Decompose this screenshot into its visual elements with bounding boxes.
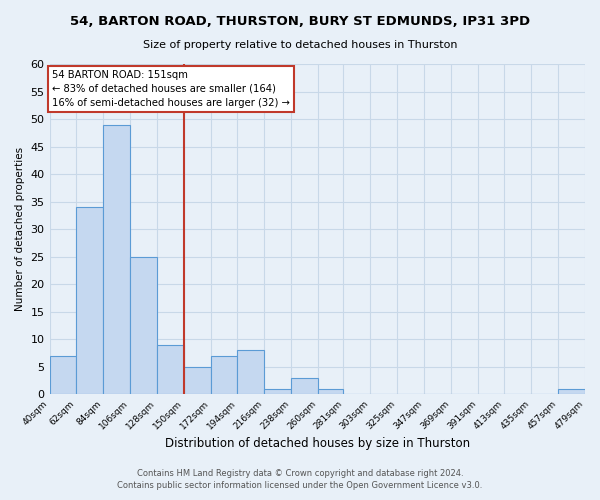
Bar [291, 378, 318, 394]
Bar [318, 389, 343, 394]
Bar [76, 207, 103, 394]
Text: Size of property relative to detached houses in Thurston: Size of property relative to detached ho… [143, 40, 457, 50]
Text: 54 BARTON ROAD: 151sqm
← 83% of detached houses are smaller (164)
16% of semi-de: 54 BARTON ROAD: 151sqm ← 83% of detached… [52, 70, 290, 108]
Text: Contains HM Land Registry data © Crown copyright and database right 2024.
Contai: Contains HM Land Registry data © Crown c… [118, 468, 482, 490]
Bar [211, 356, 238, 395]
Bar [50, 356, 76, 395]
Bar [184, 367, 211, 394]
Bar [558, 389, 585, 394]
Bar [157, 345, 184, 395]
Text: 54, BARTON ROAD, THURSTON, BURY ST EDMUNDS, IP31 3PD: 54, BARTON ROAD, THURSTON, BURY ST EDMUN… [70, 15, 530, 28]
X-axis label: Distribution of detached houses by size in Thurston: Distribution of detached houses by size … [165, 437, 470, 450]
Bar [238, 350, 264, 395]
Bar [103, 124, 130, 394]
Bar [130, 257, 157, 394]
Bar [264, 389, 291, 394]
Y-axis label: Number of detached properties: Number of detached properties [15, 147, 25, 312]
